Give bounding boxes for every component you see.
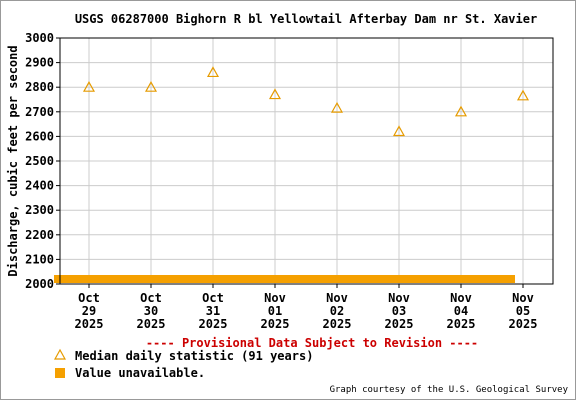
data-point xyxy=(330,101,344,113)
y-tick-label: 2500 xyxy=(25,154,54,168)
x-tick-label: Nov xyxy=(450,291,472,305)
x-tick-label: 2025 xyxy=(75,317,104,331)
x-tick-label: 2025 xyxy=(447,317,476,331)
y-tick-label: 2700 xyxy=(25,105,54,119)
x-tick-label: 2025 xyxy=(261,317,290,331)
x-tick-labels: Oct292025Oct302025Oct312025Nov012025Nov0… xyxy=(75,284,538,331)
x-tick-label: 01 xyxy=(268,304,282,318)
x-tick-label: Oct xyxy=(202,291,224,305)
y-tick-label: 2200 xyxy=(25,228,54,242)
legend-unavailable-label: Value unavailable. xyxy=(75,366,205,380)
data-point xyxy=(392,125,406,137)
data-point xyxy=(206,66,220,78)
x-tick-label: 02 xyxy=(330,304,344,318)
x-tick-label: Oct xyxy=(78,291,100,305)
x-tick-label: 31 xyxy=(206,304,220,318)
y-tick-label: 2000 xyxy=(25,277,54,291)
chart-title: USGS 06287000 Bighorn R bl Yellowtail Af… xyxy=(75,12,537,26)
legend-square-icon xyxy=(55,368,65,378)
y-tick-label: 2400 xyxy=(25,179,54,193)
legend: Median daily statistic (91 years) Value … xyxy=(53,348,313,380)
x-tick-label: 2025 xyxy=(509,317,538,331)
unavailable-bar-layer xyxy=(54,275,515,283)
legend-median-label: Median daily statistic (91 years) xyxy=(75,349,313,363)
x-tick-label: 04 xyxy=(454,304,468,318)
data-point xyxy=(82,80,96,92)
legend-triangle-icon xyxy=(53,348,67,360)
y-tick-label: 2300 xyxy=(25,203,54,217)
unavailable-bar xyxy=(54,275,515,283)
x-tick-label: Nov xyxy=(388,291,410,305)
x-tick-label: 03 xyxy=(392,304,406,318)
y-tick-label: 2100 xyxy=(25,252,54,266)
provisional-note: ---- Provisional Data Subject to Revisio… xyxy=(146,336,478,350)
y-tick-labels: 2000 2100 2200 2300 2400 2500 2600 2700 2800 2900… xyxy=(25,31,60,291)
x-tick-label: 2025 xyxy=(137,317,166,331)
x-tick-label: 30 xyxy=(144,304,158,318)
x-tick-label: 2025 xyxy=(199,317,228,331)
data-point xyxy=(516,89,530,101)
x-tick-label: 2025 xyxy=(385,317,414,331)
x-tick-label: Nov xyxy=(326,291,348,305)
x-tick-label: 29 xyxy=(82,304,96,318)
x-tick-label: Oct xyxy=(140,291,162,305)
x-tick-label: 2025 xyxy=(323,317,352,331)
data-point xyxy=(268,88,282,100)
data-point xyxy=(454,105,468,117)
data-point-layer xyxy=(82,66,530,137)
x-tick-label: Nov xyxy=(264,291,286,305)
y-tick-label: 2600 xyxy=(25,129,54,143)
y-tick-label: 3000 xyxy=(25,31,54,45)
x-tick-label: Nov xyxy=(512,291,534,305)
y-tick-label: 2800 xyxy=(25,80,54,94)
credit-text: Graph courtesy of the U.S. Geological Su… xyxy=(330,385,569,395)
y-tick-label: 2900 xyxy=(25,56,54,70)
x-tick-label: 05 xyxy=(516,304,530,318)
data-point xyxy=(144,80,158,92)
y-axis-label: Discharge, cubic feet per second xyxy=(6,45,20,276)
